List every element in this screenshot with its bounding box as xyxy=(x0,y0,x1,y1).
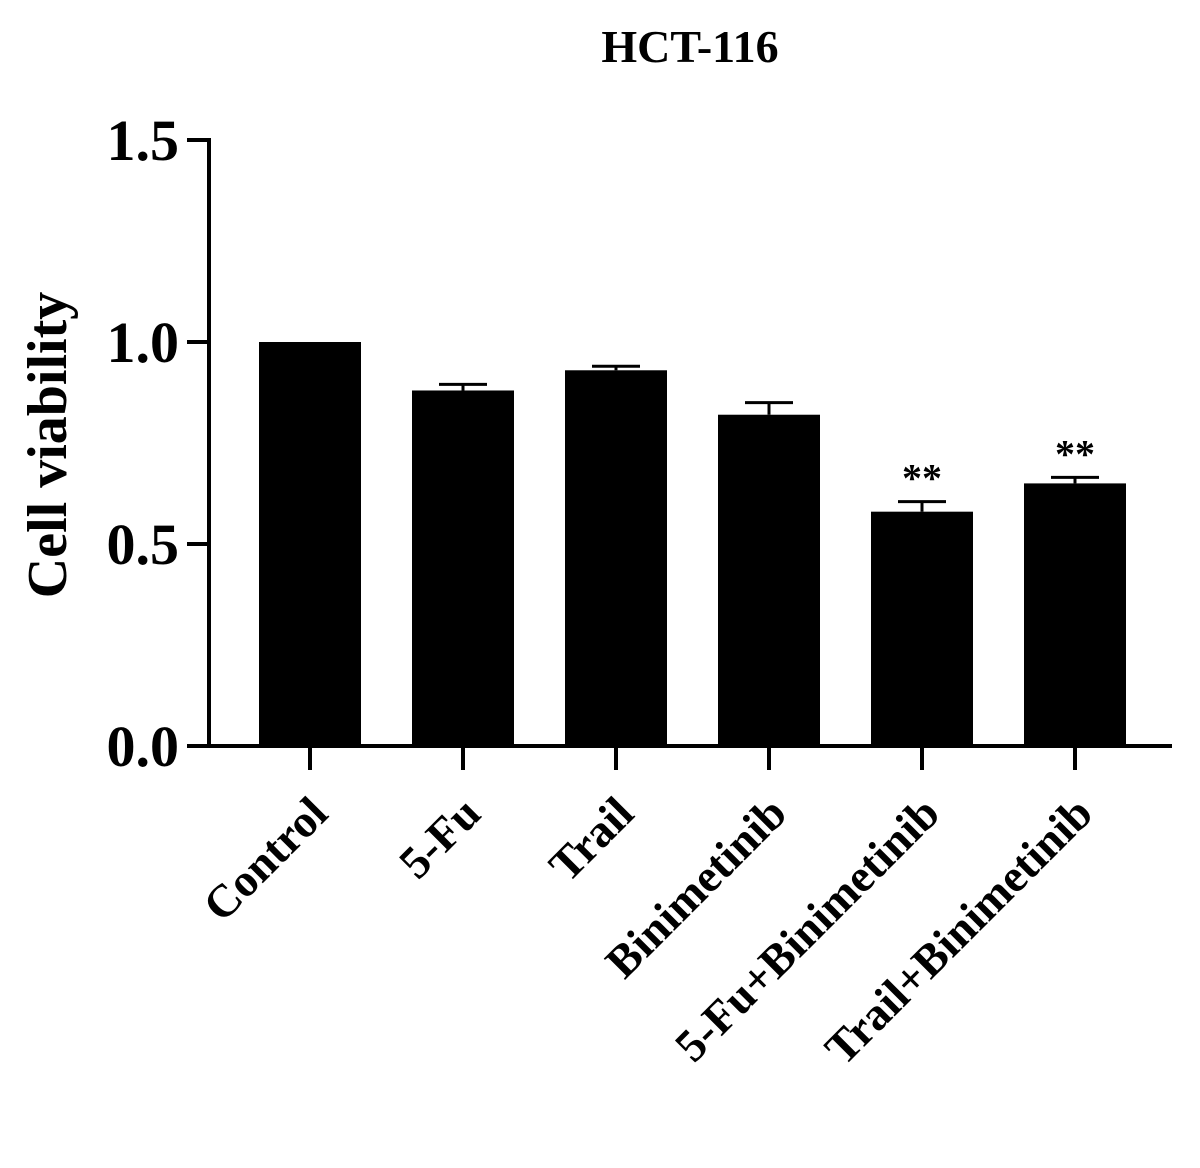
bar xyxy=(1024,483,1126,746)
x-tick-label: 5-Fu+Binimetinib xyxy=(665,787,949,1071)
bar xyxy=(259,342,361,746)
y-axis-label: Cell viability xyxy=(17,292,79,598)
y-tick-label: 1.5 xyxy=(107,108,180,173)
y-tick-label: 0.5 xyxy=(107,512,180,577)
bar xyxy=(412,390,514,746)
y-tick-label: 1.0 xyxy=(107,310,180,375)
significance-label: ** xyxy=(902,456,942,501)
bar xyxy=(871,511,973,746)
x-tick-label: Trail+Binimetinib xyxy=(815,787,1102,1074)
significance-label: ** xyxy=(1055,431,1095,476)
x-tick-label: 5-Fu xyxy=(389,787,490,888)
x-tick-label: Trail xyxy=(539,787,643,891)
bar xyxy=(565,370,667,746)
bar xyxy=(718,414,820,746)
chart-title: HCT-116 xyxy=(601,21,778,72)
y-tick-label: 0.0 xyxy=(107,714,180,779)
x-tick-label: Control xyxy=(193,787,337,931)
